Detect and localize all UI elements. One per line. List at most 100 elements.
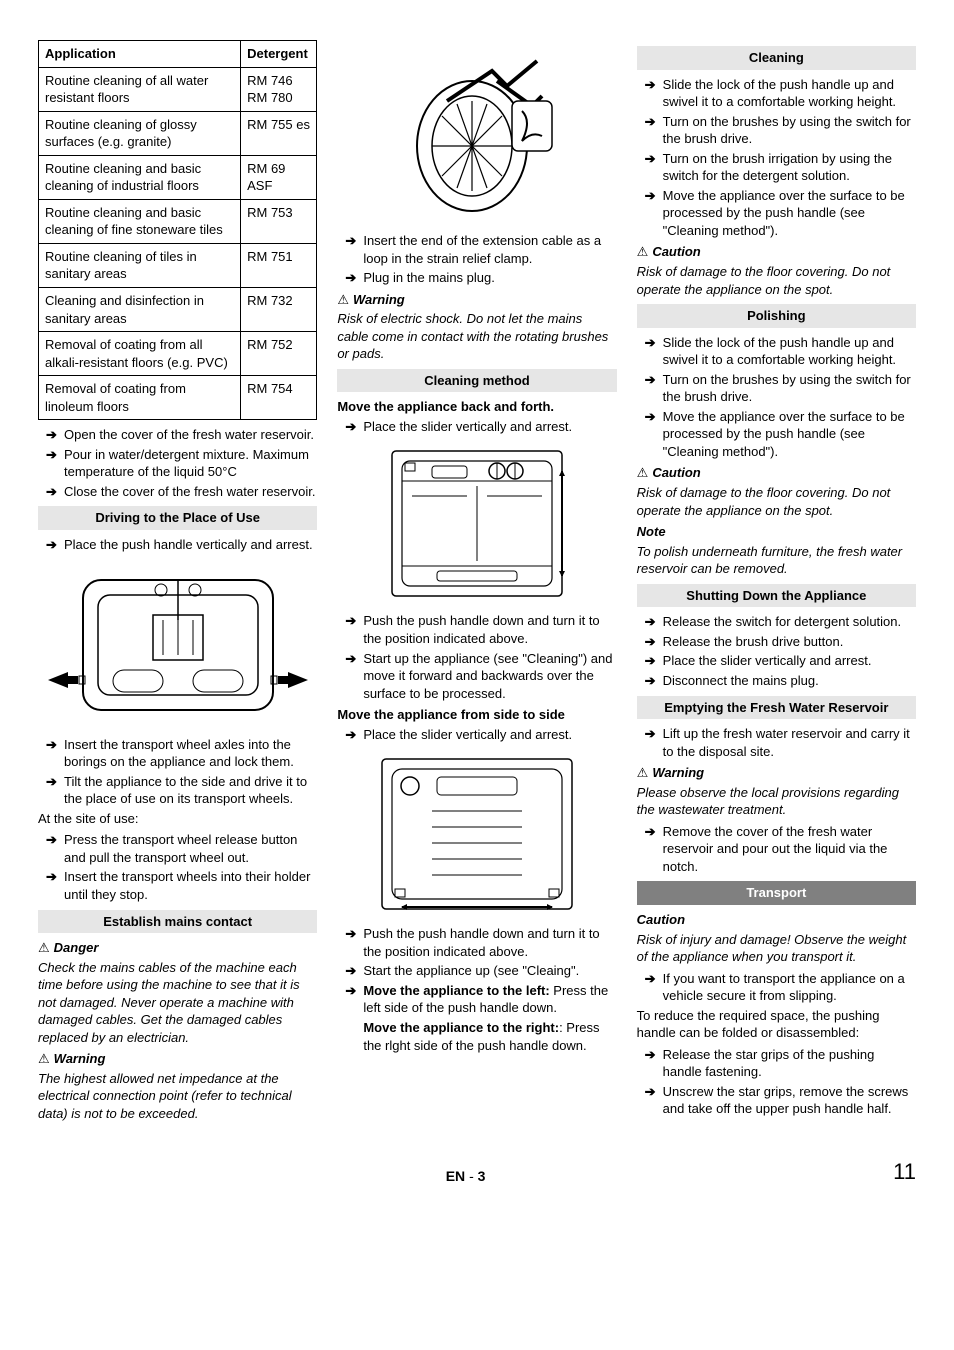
arrow-icon: ➔ <box>645 1083 663 1118</box>
empty-heading: Emptying the Fresh Water Reservoir <box>637 696 916 720</box>
table-cell: Routine cleaning of tiles in sanitary ar… <box>39 243 241 287</box>
footer-lang: EN <box>446 1168 465 1184</box>
step-text: Slide the lock of the push handle up and… <box>663 334 916 369</box>
step-text: Insert the transport wheel axles into th… <box>64 736 317 771</box>
arrow-icon: ➔ <box>46 773 64 808</box>
arrow-icon: ➔ <box>645 408 663 461</box>
list-item: ➔Open the cover of the fresh water reser… <box>38 426 317 444</box>
list-item: ➔Push the push handle down and turn it t… <box>337 612 616 647</box>
step-text: Close the cover of the fresh water reser… <box>64 483 317 501</box>
step-text: Remove the cover of the fresh water rese… <box>663 823 916 876</box>
figure-2 <box>337 46 616 226</box>
danger-text: Check the mains cables of the machine ea… <box>38 959 317 1047</box>
arrow-icon: ➔ <box>46 426 64 444</box>
table-cell: Routine cleaning of all water resistant … <box>39 67 241 111</box>
list-item: ➔Place the slider vertically and arrest. <box>637 652 916 670</box>
arrow-icon: ➔ <box>46 736 64 771</box>
caution-text: Risk of damage to the floor covering. Do… <box>637 484 916 519</box>
arrow-icon: ➔ <box>645 823 663 876</box>
step-text: Press the transport wheel release button… <box>64 831 317 866</box>
arrow-icon: ➔ <box>46 868 64 903</box>
step-text: Turn on the brushes by using the switch … <box>663 371 916 406</box>
table-cell: RM 69 ASF <box>241 155 317 199</box>
warning-label: Warning <box>54 1051 106 1066</box>
list-item: ➔Unscrew the star grips, remove the scre… <box>637 1083 916 1118</box>
step-text: Turn on the brushes by using the switch … <box>663 113 916 148</box>
th-application: Application <box>39 41 241 68</box>
table-row: Routine cleaning and basic cleaning of f… <box>39 199 317 243</box>
table-row: Routine cleaning of glossy surfaces (e.g… <box>39 111 317 155</box>
list-item: ➔Insert the end of the extension cable a… <box>337 232 616 267</box>
step-text: Release the star grips of the pushing ha… <box>663 1046 916 1081</box>
warning-text: The highest allowed net impedance at the… <box>38 1070 317 1123</box>
step-text: Release the brush drive button. <box>663 633 916 651</box>
note-label: Note <box>637 523 916 541</box>
table-row: Removal of coating from linoleum floorsR… <box>39 376 317 420</box>
list-item: ➔Disconnect the mains plug. <box>637 672 916 690</box>
arrow-icon: ➔ <box>645 1046 663 1081</box>
figure-4 <box>337 749 616 919</box>
table-cell: RM 746 RM 780 <box>241 67 317 111</box>
list-item: ➔Start up the appliance (see "Cleaning")… <box>337 650 616 703</box>
th-detergent: Detergent <box>241 41 317 68</box>
transport-para: To reduce the required space, the pushin… <box>637 1007 916 1042</box>
table-cell: RM 751 <box>241 243 317 287</box>
detergent-table: Application Detergent Routine cleaning o… <box>38 40 317 420</box>
step-text: Lift up the fresh water reservoir and ca… <box>663 725 916 760</box>
table-row: Cleaning and disinfection in sanitary ar… <box>39 288 317 332</box>
danger-label: Danger <box>54 940 99 955</box>
caution-heading: ⚠Caution <box>637 464 916 482</box>
figure-3 <box>337 441 616 606</box>
footer-sep: - <box>469 1168 478 1184</box>
move-bf-heading: Move the appliance back and forth. <box>337 398 616 416</box>
page-columns: Application Detergent Routine cleaning o… <box>38 40 916 1127</box>
table-row: Routine cleaning of tiles in sanitary ar… <box>39 243 317 287</box>
arrow-icon: ➔ <box>345 612 363 647</box>
step-text: If you want to transport the appliance o… <box>663 970 916 1005</box>
arrow-icon: ➔ <box>645 76 663 111</box>
arrow-icon: ➔ <box>46 483 64 501</box>
caution-heading: ⚠Caution <box>637 243 916 261</box>
step-text: Open the cover of the fresh water reserv… <box>64 426 317 444</box>
move-ss-heading: Move the appliance from side to side <box>337 706 616 724</box>
step-text: Push the push handle down and turn it to… <box>363 925 616 960</box>
arrow-icon: ➔ <box>645 633 663 651</box>
cleaning-heading: Cleaning <box>637 46 916 70</box>
transport-heading: Transport <box>637 881 916 905</box>
list-item: ➔Turn on the brushes by using the switch… <box>637 113 916 148</box>
arrow-icon: ➔ <box>46 831 64 866</box>
arrow-icon: ➔ <box>345 726 363 744</box>
step-text: Release the switch for detergent solutio… <box>663 613 916 631</box>
warning-text: Risk of electric shock. Do not let the m… <box>337 310 616 363</box>
caution-text: Risk of damage to the floor covering. Do… <box>637 263 916 298</box>
caution-label: Caution <box>652 465 700 480</box>
caution-label: Caution <box>637 911 916 929</box>
list-item: ➔Slide the lock of the push handle up an… <box>637 76 916 111</box>
list-item: ➔Plug in the mains plug. <box>337 269 616 287</box>
list-item: ➔Tilt the appliance to the side and driv… <box>38 773 317 808</box>
arrow-icon: ➔ <box>645 187 663 240</box>
list-item: ➔Turn on the brush irrigation by using t… <box>637 150 916 185</box>
polishing-heading: Polishing <box>637 304 916 328</box>
list-item: ➔Release the brush drive button. <box>637 633 916 651</box>
list-item: ➔Turn on the brushes by using the switch… <box>637 371 916 406</box>
table-cell: RM 753 <box>241 199 317 243</box>
caution-text: Risk of injury and damage! Observe the w… <box>637 931 916 966</box>
cleaning-method-heading: Cleaning method <box>337 369 616 393</box>
arrow-icon: ➔ <box>645 113 663 148</box>
list-item: ➔Lift up the fresh water reservoir and c… <box>637 725 916 760</box>
step-text: Place the slider vertically and arrest. <box>663 652 916 670</box>
list-item: ➔Slide the lock of the push handle up an… <box>637 334 916 369</box>
shutdown-heading: Shutting Down the Appliance <box>637 584 916 608</box>
step-text: Pour in water/detergent mixture. Maximum… <box>64 446 317 481</box>
list-item: ➔Insert the transport wheel axles into t… <box>38 736 317 771</box>
caution-label: Caution <box>652 244 700 259</box>
bold-prefix: Move the appliance to the left: <box>363 983 553 998</box>
move-right-block: Move the appliance to the right:: Press … <box>337 1019 616 1054</box>
arrow-icon: ➔ <box>645 652 663 670</box>
danger-heading: ⚠Danger <box>38 939 317 957</box>
list-item: ➔Close the cover of the fresh water rese… <box>38 483 317 501</box>
warning-icon: ⚠ <box>637 465 649 480</box>
warning-icon: ⚠ <box>38 1051 50 1066</box>
table-cell: Removal of coating from all alkali-resis… <box>39 332 241 376</box>
